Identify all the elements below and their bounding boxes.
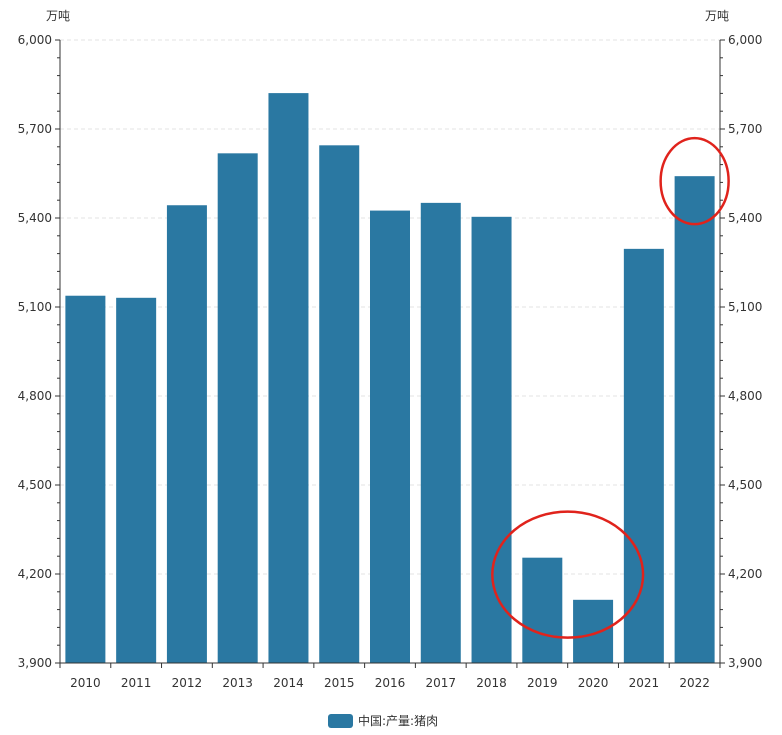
x-ticks: 2010 2011 2012 2013 2014 2015 2016 2017 2018 2019… <box>59 663 721 690</box>
y-tick-label-right: 5,100 <box>728 300 762 314</box>
y-ticks-left: 3,900 4,200 4,500 4,800 5,100 5,400 5,700 6,000 <box>18 33 60 670</box>
bar-2012[interactable] <box>166 205 207 663</box>
y-tick-label-right: 6,000 <box>728 33 762 47</box>
x-tick-label: 2015 <box>324 676 355 690</box>
x-tick-label: 2020 <box>578 676 609 690</box>
y-tick-label-left: 4,200 <box>18 567 52 581</box>
bar-2019[interactable] <box>522 557 563 663</box>
legend-swatch[interactable] <box>328 714 353 728</box>
x-tick-label: 2016 <box>375 676 406 690</box>
bar-2013[interactable] <box>217 153 258 663</box>
bar-2014[interactable] <box>268 93 309 663</box>
y-unit-right: 万吨 <box>705 9 729 23</box>
x-tick-label: 2012 <box>172 676 203 690</box>
x-tick-label: 2018 <box>476 676 507 690</box>
x-tick-label: 2014 <box>273 676 304 690</box>
y-tick-label-left: 4,500 <box>18 478 52 492</box>
y-tick-label-left: 5,100 <box>18 300 52 314</box>
y-tick-label-right: 3,900 <box>728 656 762 670</box>
x-tick-label: 2010 <box>70 676 101 690</box>
y-tick-label-right: 5,400 <box>728 211 762 225</box>
y-tick-label-right: 5,700 <box>728 122 762 136</box>
annotation-ellipse <box>659 136 730 226</box>
y-tick-label-left: 6,000 <box>18 33 52 47</box>
x-tick-label: 2021 <box>629 676 660 690</box>
bar-2020[interactable] <box>573 599 614 663</box>
y-tick-label-right: 4,200 <box>728 567 762 581</box>
y-ticks-right: 3,900 4,200 4,500 4,800 5,100 5,400 5,700 6,000 <box>720 33 762 670</box>
annotation-ellipse <box>491 510 645 639</box>
x-tick-label: 2019 <box>527 676 558 690</box>
bar-2010[interactable] <box>65 295 106 663</box>
bar-2021[interactable] <box>623 248 664 663</box>
x-tick-label: 2022 <box>679 676 710 690</box>
bar-2015[interactable] <box>319 145 360 664</box>
x-tick-label: 2013 <box>222 676 253 690</box>
legend-label[interactable]: 中国:产量:猪肉 <box>358 713 438 728</box>
bars <box>65 93 715 664</box>
x-tick-label: 2011 <box>121 676 152 690</box>
bar-2017[interactable] <box>420 202 461 663</box>
y-tick-label-left: 5,700 <box>18 122 52 136</box>
x-tick-label: 2017 <box>425 676 456 690</box>
y-unit-left: 万吨 <box>46 9 70 23</box>
y-tick-label-left: 3,900 <box>18 656 52 670</box>
y-tick-label-left: 4,800 <box>18 389 52 403</box>
axes <box>59 40 721 664</box>
bar-2011[interactable] <box>116 297 157 663</box>
legend[interactable]: 中国:产量:猪肉 <box>328 713 438 728</box>
y-tick-label-left: 5,400 <box>18 211 52 225</box>
bar-2022[interactable] <box>674 176 715 664</box>
bar-2018[interactable] <box>471 216 512 663</box>
y-tick-label-right: 4,500 <box>728 478 762 492</box>
annotations <box>491 136 730 639</box>
y-tick-label-right: 4,800 <box>728 389 762 403</box>
bar-2016[interactable] <box>370 210 410 664</box>
